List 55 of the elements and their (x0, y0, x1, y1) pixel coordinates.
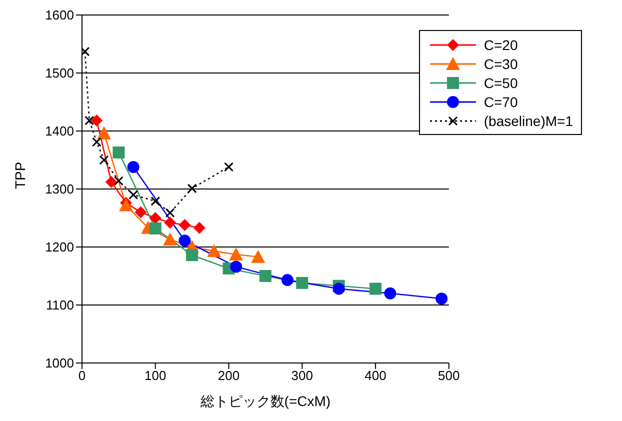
y-tick-label: 1500 (45, 66, 74, 81)
point (193, 222, 206, 234)
point (165, 208, 175, 218)
point (119, 198, 134, 212)
point (259, 270, 272, 282)
y-tick-label: 1400 (45, 124, 74, 139)
point (281, 274, 294, 286)
point (186, 249, 198, 262)
point (114, 176, 124, 186)
point (370, 282, 382, 295)
legend-label: C=50 (484, 74, 518, 90)
point (84, 116, 94, 126)
x-tick-label: 400 (364, 368, 386, 384)
x-tick-label: 0 (78, 368, 86, 384)
point (164, 216, 176, 229)
point (149, 222, 162, 234)
legend-label: C=70 (484, 94, 518, 110)
x-tick-label: 300 (291, 368, 313, 384)
point (97, 126, 112, 140)
point (149, 212, 162, 224)
x-tick-label: 100 (144, 368, 166, 384)
legend-label: C=20 (484, 36, 518, 52)
point (187, 184, 197, 194)
point (128, 190, 138, 200)
x-axis-title: 総トピック数(=CxM) (199, 393, 331, 409)
point (150, 196, 160, 206)
y-tick-label: 1600 (45, 8, 74, 23)
point (436, 292, 448, 305)
point (112, 146, 125, 158)
point (207, 244, 222, 258)
point (163, 232, 178, 246)
point (296, 276, 308, 289)
point (99, 155, 109, 165)
point (229, 248, 244, 261)
legend-label: (baseline)M=1 (484, 112, 573, 128)
point (384, 287, 396, 300)
point (224, 162, 234, 172)
y-tick-label: 1200 (45, 240, 74, 255)
point (332, 282, 345, 295)
y-tick-label: 1000 (45, 356, 74, 371)
point (90, 114, 103, 127)
y-tick-label: 1100 (46, 298, 74, 313)
x-tick-label: 500 (438, 368, 460, 384)
y-axis-title: TPP (12, 162, 28, 189)
x-tick-label: 200 (218, 368, 240, 384)
point (92, 137, 102, 147)
y-tick-label: 1300 (45, 182, 74, 197)
point (105, 176, 118, 188)
point (251, 250, 266, 263)
point (178, 218, 191, 231)
legend-label: C=30 (484, 56, 518, 72)
point (127, 160, 140, 173)
point (178, 234, 191, 247)
point (230, 260, 242, 273)
point (134, 206, 147, 218)
